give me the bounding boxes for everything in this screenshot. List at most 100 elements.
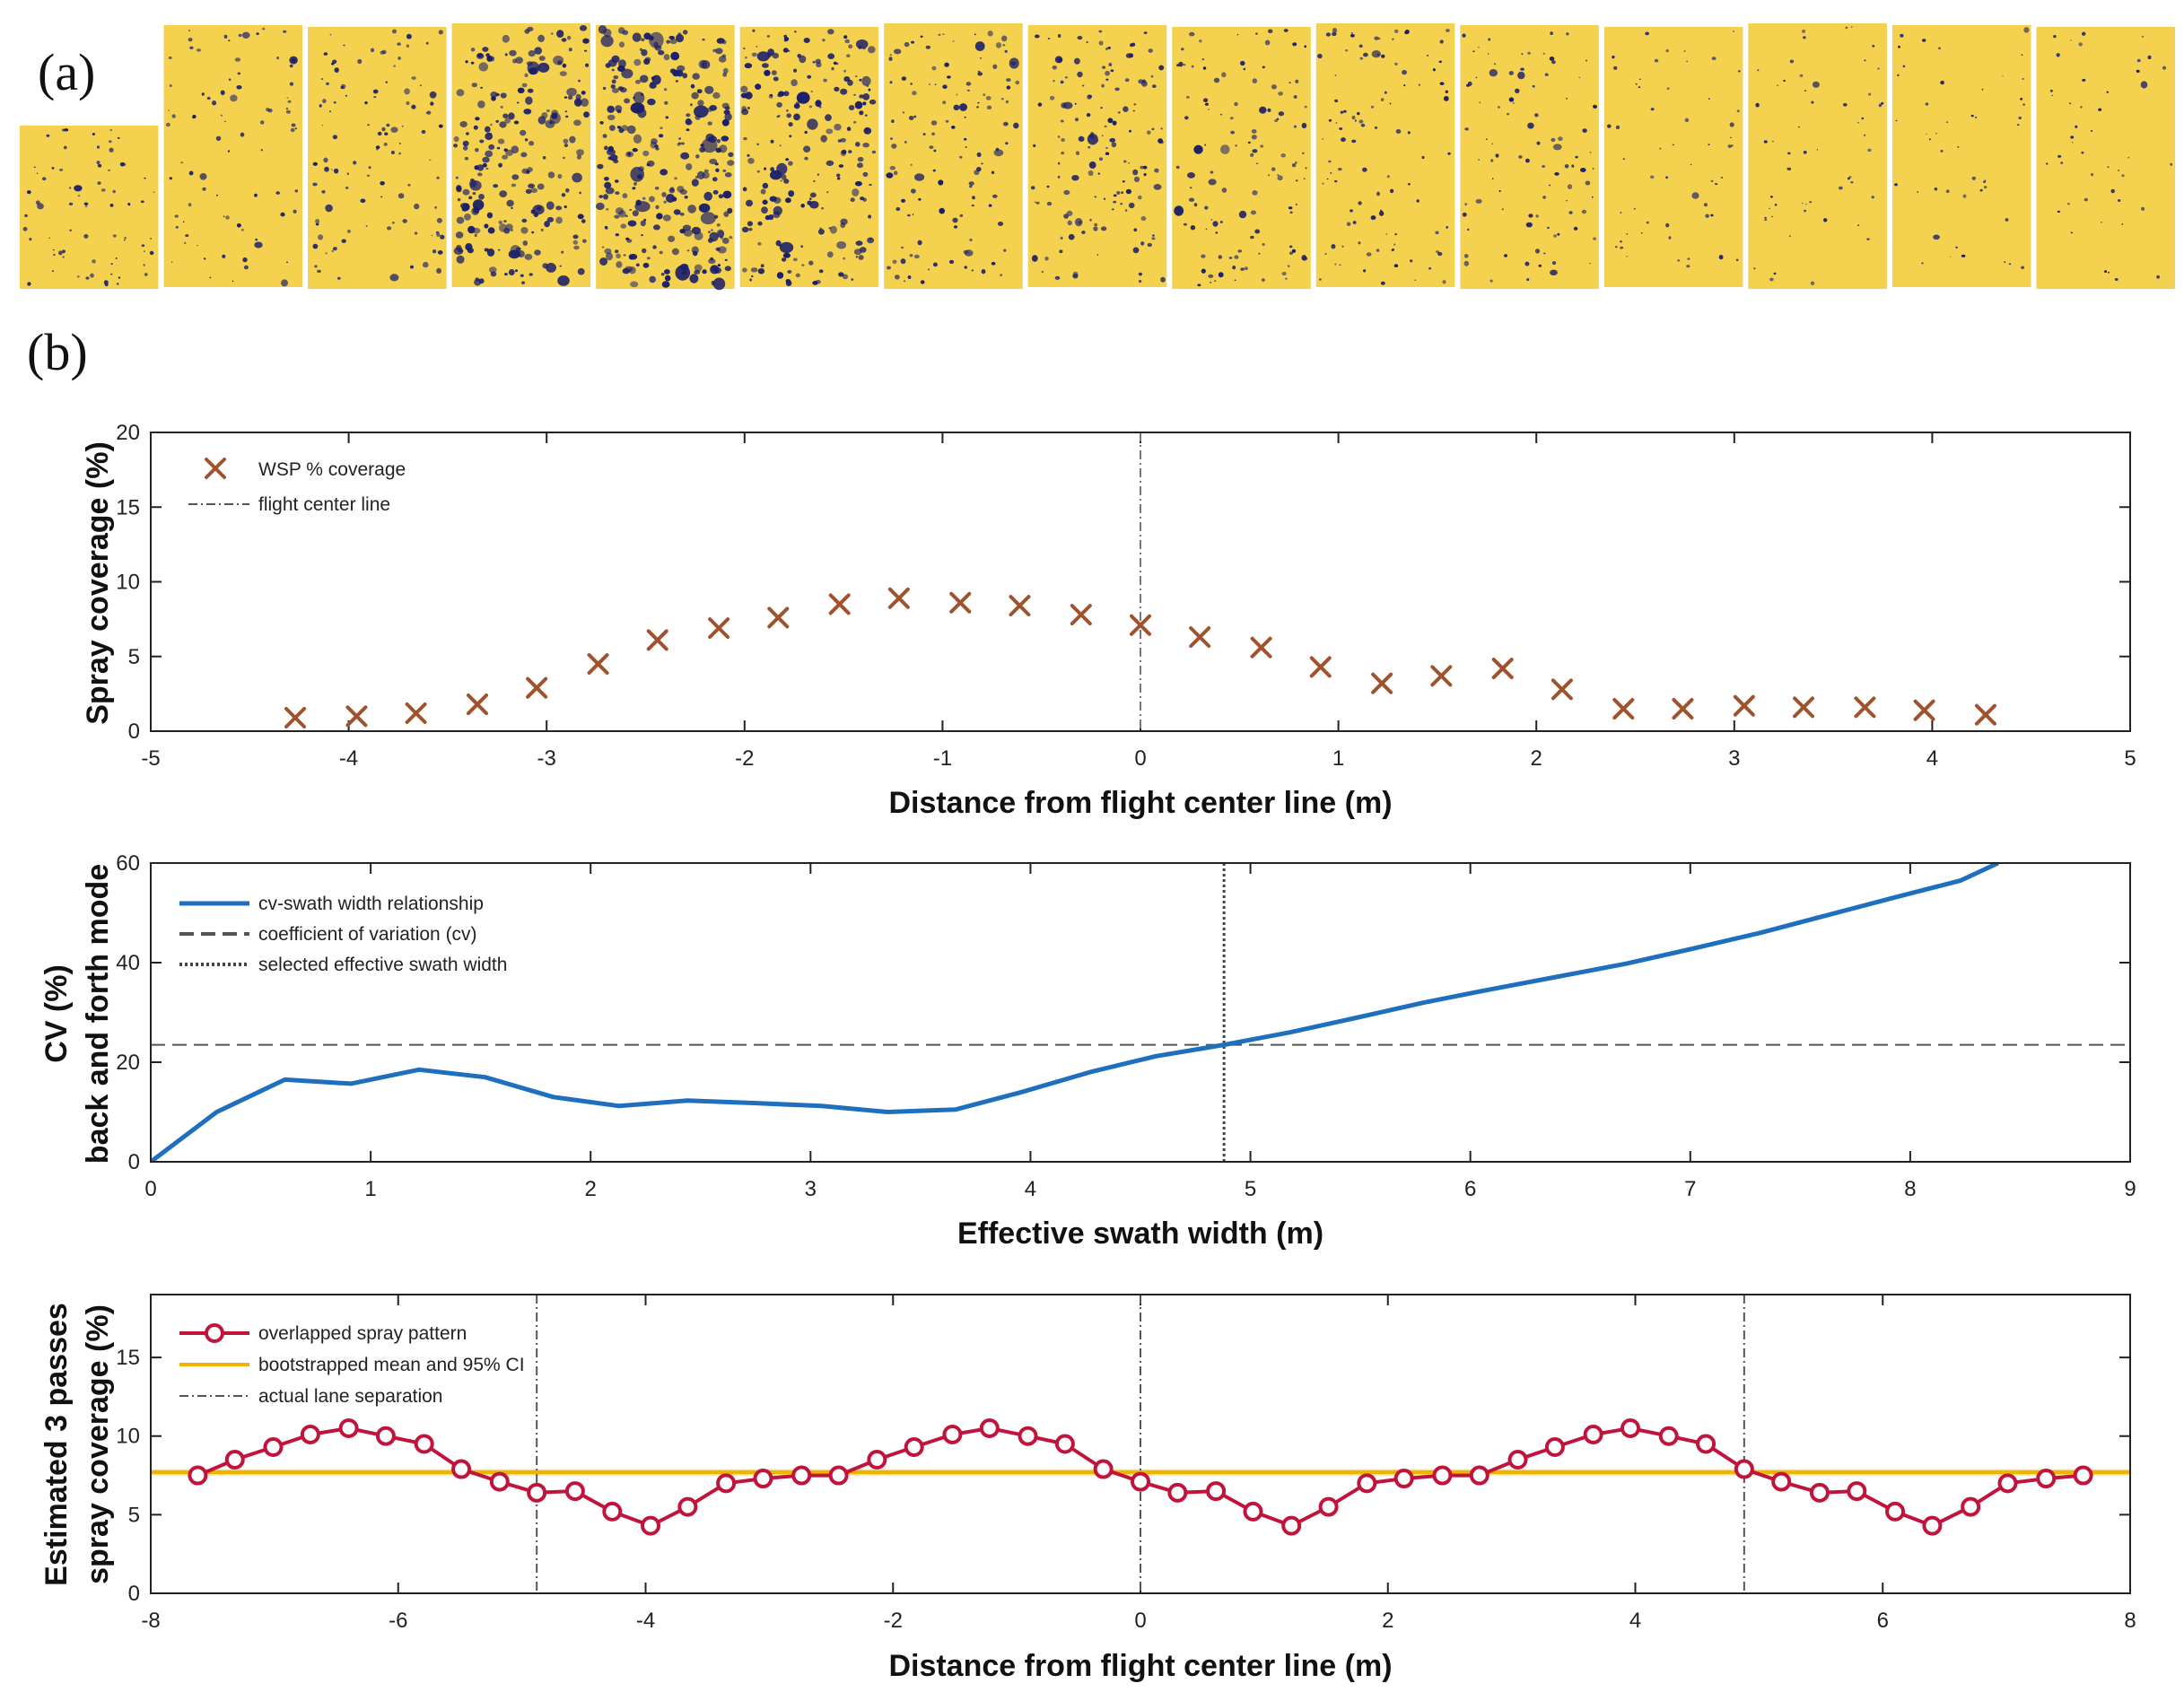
spray-droplet xyxy=(425,41,429,45)
spray-droplet xyxy=(953,225,958,229)
overlap-y-axis-title-line-1: spray coverage (%) xyxy=(81,1304,115,1584)
overlap-point xyxy=(2036,1469,2057,1489)
coverage-x-tick-label: 2 xyxy=(1531,746,1542,771)
spray-droplet xyxy=(1426,55,1429,57)
spray-droplet xyxy=(716,229,725,238)
spray-droplet xyxy=(722,169,727,172)
spray-droplet xyxy=(1802,29,1806,33)
spray-droplet xyxy=(868,214,872,219)
spray-droplet xyxy=(84,205,88,208)
spray-droplet xyxy=(319,104,322,108)
spray-droplet xyxy=(858,255,864,260)
spray-droplet xyxy=(1921,262,1924,265)
spray-droplet xyxy=(1764,216,1767,219)
spray-droplet xyxy=(641,234,643,237)
spray-droplet xyxy=(393,65,396,67)
spray-droplet xyxy=(540,228,544,232)
spray-droplet xyxy=(779,241,794,254)
overlap-point xyxy=(263,1437,284,1458)
spray-droplet xyxy=(616,126,622,129)
spray-droplet xyxy=(1878,103,1883,108)
coverage-x-tick-label: -1 xyxy=(933,746,952,771)
spray-droplet xyxy=(1339,127,1343,130)
overlap-point xyxy=(1357,1473,1377,1494)
spray-droplet xyxy=(168,109,170,111)
spray-droplet xyxy=(649,275,656,283)
spray-droplet xyxy=(206,96,211,100)
spray-droplet xyxy=(561,38,567,42)
spray-droplet xyxy=(485,150,494,158)
spray-droplet xyxy=(985,96,992,100)
spray-droplet xyxy=(1544,73,1549,76)
spray-droplet xyxy=(942,33,945,35)
spray-droplet xyxy=(386,123,390,127)
spray-droplet xyxy=(625,266,633,272)
spray-droplet xyxy=(724,258,728,261)
spray-droplet xyxy=(357,58,363,65)
spray-droplet xyxy=(986,105,992,110)
coverage-point xyxy=(1733,694,1755,717)
spray-droplet xyxy=(694,105,709,118)
coverage-y-tick-label: 0 xyxy=(128,720,140,744)
spray-droplet xyxy=(599,121,604,125)
spray-droplet xyxy=(1152,234,1155,237)
spray-droplet xyxy=(90,273,94,278)
spray-droplet xyxy=(1498,189,1501,193)
spray-droplet xyxy=(332,135,338,140)
spray-droplet xyxy=(1850,181,1854,184)
spray-droplet xyxy=(1015,80,1020,85)
spray-droplet xyxy=(988,204,992,207)
spray-droplet xyxy=(1902,65,1906,68)
spray-droplet xyxy=(223,120,226,123)
spray-droplet xyxy=(815,100,822,108)
spray-droplet xyxy=(976,106,979,109)
spray-droplet xyxy=(1945,189,1950,193)
spray-droplet xyxy=(1553,234,1557,238)
spray-droplet xyxy=(486,248,495,257)
spray-droplet xyxy=(2156,275,2161,279)
spray-droplet xyxy=(343,44,345,47)
spray-droplet xyxy=(886,172,894,179)
spray-droplet xyxy=(502,154,509,160)
spray-card xyxy=(163,25,303,287)
spray-droplet xyxy=(1868,92,1872,96)
spray-droplet xyxy=(661,192,667,197)
spray-droplet xyxy=(1037,102,1043,107)
spray-droplet xyxy=(689,274,699,283)
spray-droplet xyxy=(606,208,609,211)
spray-droplet xyxy=(911,40,914,44)
spray-droplet xyxy=(432,249,437,254)
spray-droplet xyxy=(1334,179,1338,183)
overlap-point xyxy=(1281,1515,1302,1536)
spray-droplet xyxy=(1362,167,1367,172)
spray-droplet xyxy=(826,251,834,258)
spray-droplet xyxy=(900,246,904,249)
spray-droplet xyxy=(1358,119,1364,124)
spray-droplet xyxy=(1274,119,1279,123)
spray-droplet xyxy=(26,190,31,195)
spray-droplet xyxy=(1622,158,1625,161)
spray-droplet xyxy=(555,216,563,224)
spray-droplet xyxy=(782,252,791,258)
spray-droplet xyxy=(965,82,972,86)
spray-droplet xyxy=(959,103,967,111)
spray-droplet xyxy=(1210,170,1214,174)
spray-droplet xyxy=(174,214,179,218)
spray-droplet xyxy=(473,125,478,130)
spray-droplet xyxy=(1938,47,1941,50)
spray-droplet xyxy=(616,253,621,259)
spray-droplet xyxy=(1218,272,1224,278)
spray-droplet xyxy=(953,104,960,111)
coverage-x-tick-label: 3 xyxy=(1728,746,1740,771)
spray-droplet xyxy=(1803,209,1807,213)
spray-droplet xyxy=(672,69,680,77)
spray-droplet xyxy=(465,243,473,251)
spray-droplet xyxy=(813,180,816,182)
spray-droplet xyxy=(702,39,705,41)
spray-droplet xyxy=(220,114,223,117)
spray-droplet xyxy=(385,81,389,83)
overlap-point xyxy=(942,1424,963,1444)
spray-droplet xyxy=(1098,157,1104,161)
spray-droplet xyxy=(1151,237,1156,240)
spray-droplet xyxy=(1633,208,1636,210)
